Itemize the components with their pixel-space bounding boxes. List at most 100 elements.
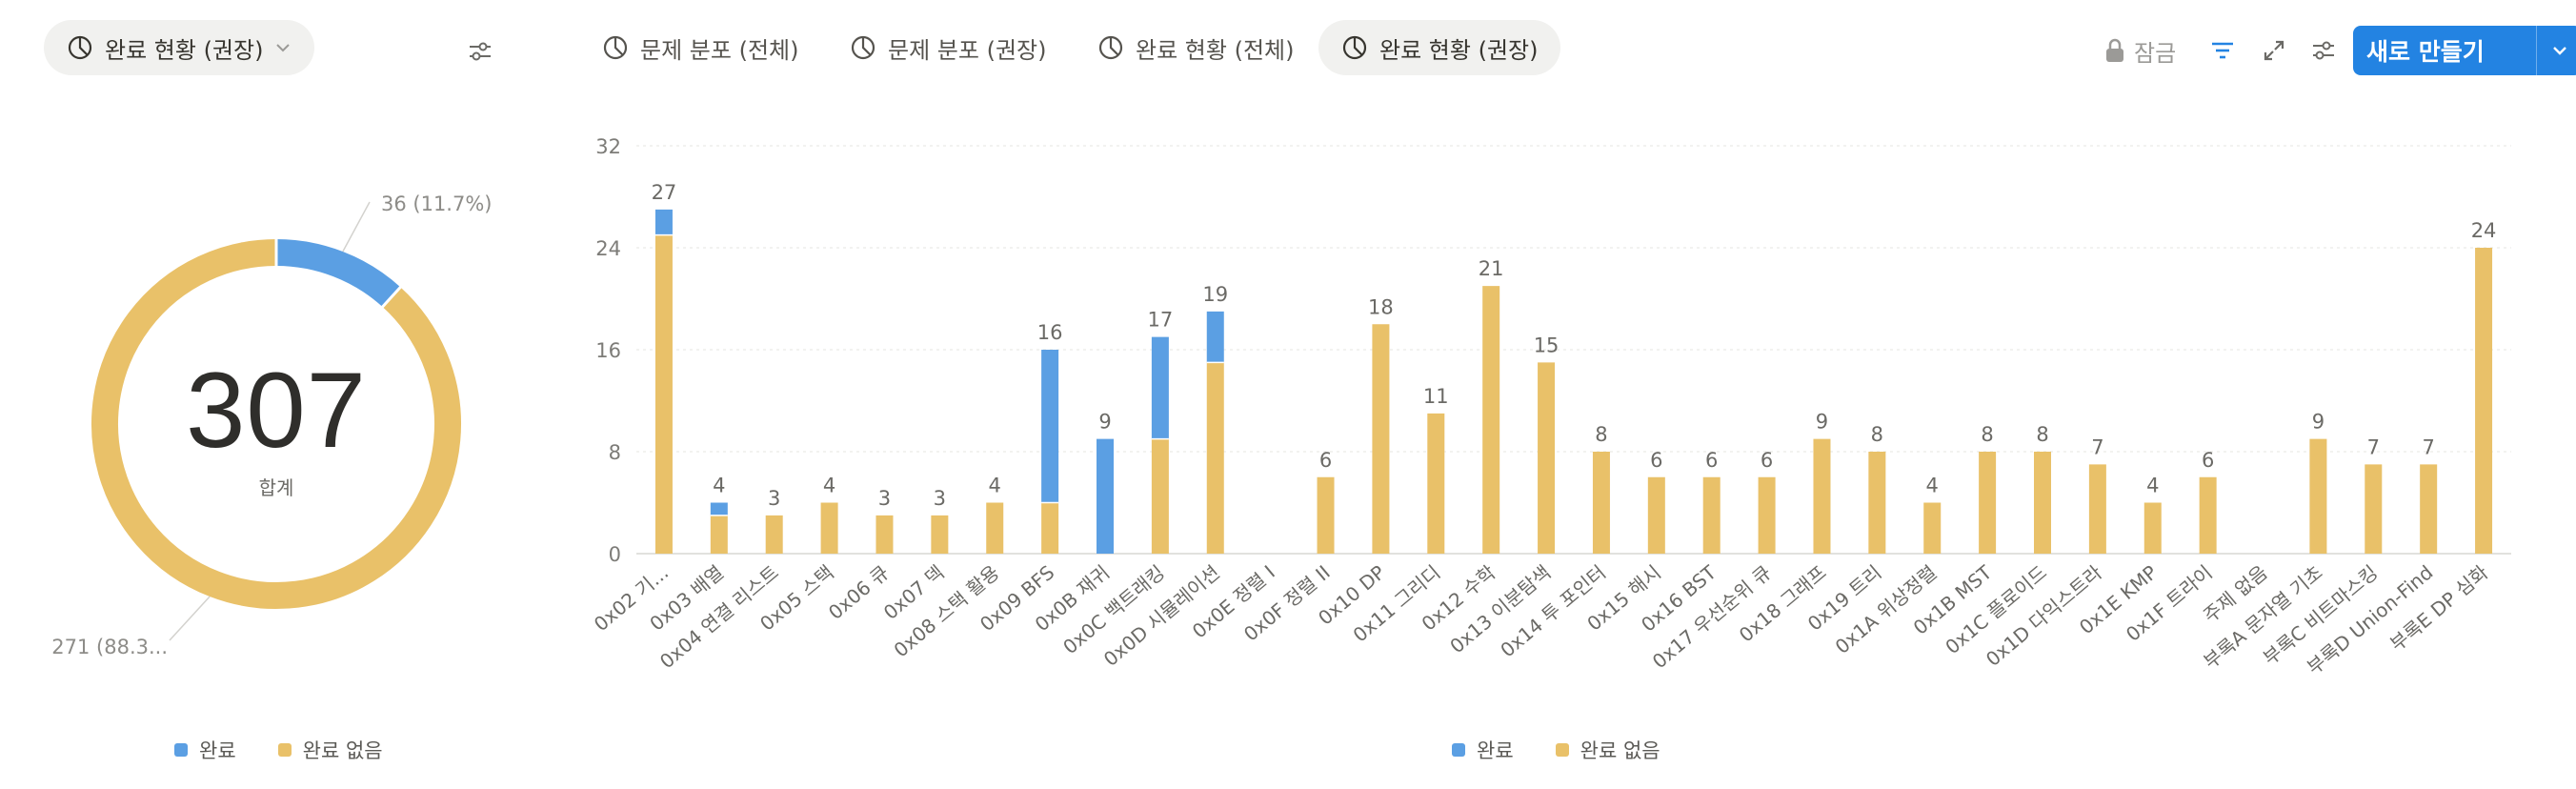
callout-line <box>342 201 371 253</box>
bar-complete[interactable] <box>1097 438 1114 554</box>
x-tick-label: 부록E DP 심화 <box>2385 560 2492 656</box>
bar-incomplete[interactable] <box>1041 502 1059 555</box>
legend-item-incomplete[interactable]: 완료 없음 <box>1555 736 1660 764</box>
bar-total-label: 8 <box>1595 423 1607 446</box>
bar-incomplete[interactable] <box>2088 464 2106 554</box>
bar-incomplete[interactable] <box>1923 502 1942 555</box>
tab-completion-status-all[interactable]: 완료 현황 (전체) <box>1075 20 1317 75</box>
x-tick-label: 0x07 덱 <box>879 560 949 623</box>
legend-label: 완료 없음 <box>1580 739 1660 762</box>
tab-label: 완료 현황 (전체) <box>1136 36 1295 64</box>
legend-swatch <box>277 743 292 757</box>
bar-incomplete[interactable] <box>2034 452 2051 554</box>
bar-total-label: 8 <box>1871 423 1883 446</box>
bar-complete[interactable] <box>710 502 728 516</box>
legend-item-incomplete[interactable]: 완료 없음 <box>277 736 383 764</box>
bar-incomplete[interactable] <box>986 502 1004 555</box>
bar-incomplete[interactable] <box>1538 362 1556 554</box>
expand-icon[interactable] <box>2256 32 2292 69</box>
bar-incomplete[interactable] <box>1702 476 1721 554</box>
bar-incomplete[interactable] <box>931 515 949 554</box>
y-tick-label: 16 <box>595 339 621 362</box>
x-tick-label: 0x19 트리 <box>1803 560 1886 635</box>
x-tick-label: 0x15 해시 <box>1582 560 1665 635</box>
bar-total-label: 8 <box>2036 423 2048 446</box>
bar-incomplete[interactable] <box>1372 324 1390 554</box>
bar-incomplete[interactable] <box>2309 438 2327 554</box>
bar-incomplete[interactable] <box>1592 452 1610 554</box>
bar-incomplete[interactable] <box>654 234 673 554</box>
tab-problem-distribution-recommended[interactable]: 문제 분포 (권장) <box>827 20 1069 75</box>
bar-total-label: 6 <box>1705 449 1718 472</box>
bar-total-label: 6 <box>2202 449 2214 472</box>
bar-incomplete[interactable] <box>1868 452 1886 554</box>
bar-complete[interactable] <box>1206 311 1224 363</box>
donut-total-label: 합계 <box>258 476 294 499</box>
bar-incomplete[interactable] <box>710 515 728 554</box>
filter-icon[interactable] <box>2204 32 2241 69</box>
bar-total-label: 6 <box>1319 449 1332 472</box>
bar-incomplete[interactable] <box>2365 464 2383 554</box>
bar-incomplete[interactable] <box>2475 248 2493 554</box>
y-tick-label: 24 <box>595 237 621 260</box>
pie-chart-icon <box>851 35 875 60</box>
bar-incomplete[interactable] <box>1317 476 1335 554</box>
bar-incomplete[interactable] <box>2420 464 2438 554</box>
new-button-dropdown[interactable] <box>2537 41 2576 60</box>
x-tick-label: 0x03 배열 <box>645 560 728 635</box>
bar-total-label: 17 <box>1148 309 1174 332</box>
y-tick-label: 32 <box>595 135 621 158</box>
donut-total: 307 <box>186 351 367 470</box>
x-tick-label: 0x1C 플로이드 <box>1941 560 2051 658</box>
bar-incomplete[interactable] <box>820 502 838 555</box>
new-button[interactable]: 새로 만들기 <box>2353 26 2576 75</box>
x-tick-label: 0x1F 트라이 <box>2122 560 2217 645</box>
bar-incomplete[interactable] <box>1813 438 1831 554</box>
x-tick-label: 0x1E KMP <box>2075 560 2162 638</box>
legend-item-complete[interactable]: 완료 <box>1452 736 1514 764</box>
bar-incomplete[interactable] <box>1758 476 1776 554</box>
lock-button[interactable]: 잠금 <box>2103 31 2176 70</box>
bar-complete[interactable] <box>1041 350 1059 503</box>
view-settings-icon[interactable] <box>2305 32 2342 69</box>
bar-incomplete[interactable] <box>2199 476 2217 554</box>
settings-icon[interactable] <box>463 34 497 69</box>
slice-separator <box>380 285 403 309</box>
donut-slice-complete[interactable] <box>275 239 401 308</box>
bar-total-label: 7 <box>2091 435 2103 458</box>
view-selector-label: 완료 현황 (권장) <box>105 36 264 64</box>
tab-completion-status-recommended[interactable]: 완료 현황 (권장) <box>1318 20 1561 75</box>
x-tick-label: 주제 없음 <box>2199 560 2272 627</box>
bar-total-label: 3 <box>934 487 946 510</box>
bar-complete[interactable] <box>1151 336 1169 439</box>
legend-label: 완료 <box>199 739 236 762</box>
view-selector-chip[interactable]: 완료 현황 (권장) <box>44 20 314 75</box>
bar-incomplete[interactable] <box>875 515 894 554</box>
bar-incomplete[interactable] <box>2143 502 2162 555</box>
x-tick-label: 0x17 우선순위 큐 <box>1648 560 1776 673</box>
bar-total-label: 4 <box>2146 475 2159 497</box>
bar-complete[interactable] <box>654 209 673 235</box>
x-tick-label: 0x02 기... <box>590 560 673 636</box>
bar-incomplete[interactable] <box>1482 286 1500 554</box>
tab-problem-distribution-all[interactable]: 문제 분포 (전체) <box>579 20 821 75</box>
legend-swatch <box>1555 743 1569 757</box>
legend-item-complete[interactable]: 완료 <box>174 736 236 764</box>
bar-incomplete[interactable] <box>1427 413 1445 554</box>
bar-incomplete[interactable] <box>1647 476 1665 554</box>
bar-total-label: 4 <box>989 475 1001 497</box>
x-tick-label: 0x18 그래프 <box>1735 560 1831 646</box>
x-tick-label: 0x11 그리디 <box>1349 560 1445 646</box>
bar-incomplete[interactable] <box>1979 452 1997 554</box>
bar-incomplete[interactable] <box>1151 438 1169 554</box>
pie-chart-icon <box>68 35 92 60</box>
bar-total-label: 7 <box>2367 435 2380 458</box>
donut-slice-incomplete[interactable] <box>91 239 461 609</box>
chevron-down-icon <box>276 44 291 52</box>
callout-line <box>169 596 211 641</box>
bar-total-label: 21 <box>1479 257 1504 280</box>
bar-incomplete[interactable] <box>765 515 783 554</box>
bar-legend: 완료 완료 없음 <box>1452 736 1660 764</box>
donut-chart: 36 (11.7%) 271 (88.3... <box>51 192 492 658</box>
bar-incomplete[interactable] <box>1206 362 1224 554</box>
